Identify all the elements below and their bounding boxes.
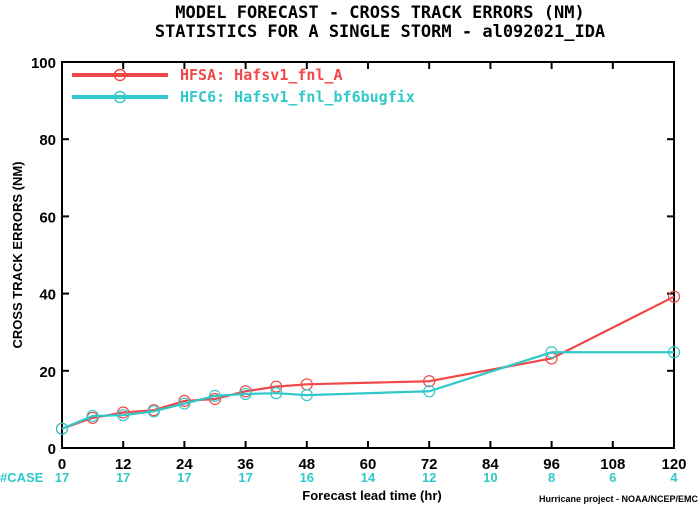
legend-label-0: HFSA: Hafsv1_fnl_A <box>180 66 343 84</box>
y-tick-label: 20 <box>39 364 56 381</box>
series-1-point <box>545 346 558 359</box>
y-tick-label: 0 <box>48 441 56 458</box>
chart-subtitle: STATISTICS FOR A SINGLE STORM - al092021… <box>155 22 605 42</box>
plot-frame <box>61 61 675 449</box>
axes <box>61 61 675 449</box>
x-tick-label: 0 <box>58 456 66 473</box>
case-count: 17 <box>55 470 69 485</box>
series-0-point <box>667 290 681 303</box>
series-1-point <box>147 405 160 418</box>
x-tick-label: 24 <box>176 456 193 473</box>
credit-text: Hurricane project - NOAA/NCEP/EMC <box>539 494 699 504</box>
x-tick-label: 108 <box>600 456 625 473</box>
x-tick-label: 120 <box>661 456 686 473</box>
chart-title: MODEL FORECAST - CROSS TRACK ERRORS (NM) <box>175 3 584 23</box>
x-tick-label: 12 <box>115 456 132 473</box>
x-tick-label: 36 <box>237 456 254 473</box>
series-0-point <box>239 385 252 398</box>
series-0-point <box>208 392 222 406</box>
case-count: 17 <box>116 470 130 485</box>
legend-marker-0 <box>113 68 127 82</box>
series-1-point <box>667 346 681 359</box>
series-0-point <box>423 375 436 388</box>
case-count: 6 <box>609 470 616 485</box>
y-tick-label: 80 <box>39 132 56 149</box>
case-count: 10 <box>483 470 497 485</box>
series-layer <box>55 290 681 435</box>
case-count: 17 <box>177 470 191 485</box>
legend: HFSA: Hafsv1_fnl_A HFC6: Hafsv1_fnl_bf6bu… <box>72 66 415 106</box>
case-count: 12 <box>422 470 436 485</box>
x-axis: 0 12 24 36 48 60 72 84 96 108 120 <box>58 62 687 473</box>
x-tick-label: 72 <box>421 456 438 473</box>
series-0-point <box>117 406 130 419</box>
case-count: 8 <box>548 470 555 485</box>
series-1-point <box>117 409 130 422</box>
case-label: #CASE <box>0 470 44 485</box>
series-1-point <box>300 389 313 402</box>
legend-marker-1 <box>113 90 127 104</box>
series-1-point <box>270 387 283 400</box>
y-tick-label: 60 <box>39 209 56 226</box>
series-1-point <box>86 409 99 423</box>
legend-label-1: HFC6: Hafsv1_fnl_bf6bugfix <box>180 88 415 106</box>
x-tick-label: 60 <box>360 456 377 473</box>
series-1-point <box>55 422 69 435</box>
x-axis-label: Forecast lead time (hr) <box>302 488 441 503</box>
case-count: 4 <box>670 470 678 485</box>
x-tick-label: 48 <box>298 456 315 473</box>
y-tick-label: 100 <box>31 55 56 72</box>
series-1-point <box>208 389 222 402</box>
x-tick-label: 84 <box>482 456 499 473</box>
y-axis-label: CROSS TRACK ERRORS (NM) <box>10 161 25 348</box>
case-count: 16 <box>300 470 314 485</box>
series-0-point <box>178 394 191 408</box>
series-1-point <box>423 385 436 398</box>
series-line-0 <box>61 295 675 430</box>
series-1-point <box>239 387 252 401</box>
case-counts: 17 17 17 17 16 14 12 10 8 6 4 <box>55 470 679 485</box>
series-1-point <box>178 397 191 410</box>
case-count: 14 <box>361 470 376 485</box>
y-axis: 0 20 40 60 80 100 <box>31 55 674 458</box>
x-tick-label: 96 <box>543 456 560 473</box>
case-count: 17 <box>238 470 252 485</box>
y-tick-label: 40 <box>39 287 56 304</box>
